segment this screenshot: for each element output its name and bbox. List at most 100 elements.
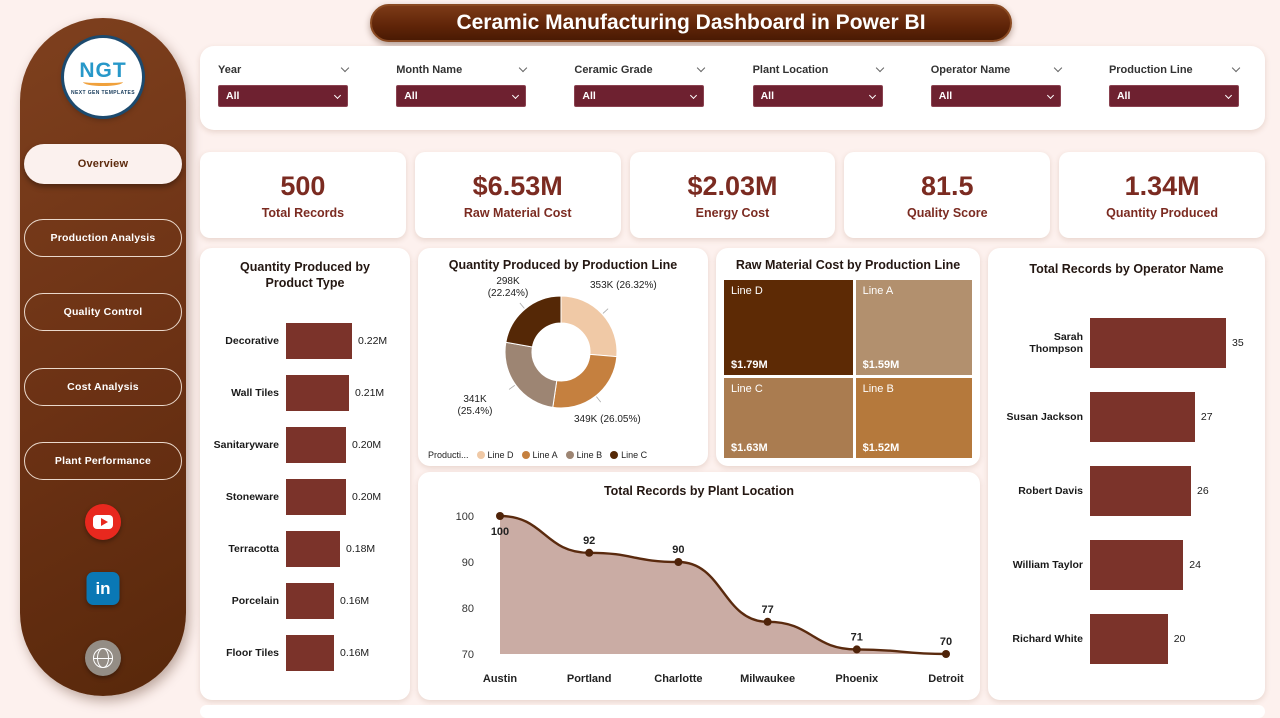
- bar-robert-davis[interactable]: [1090, 466, 1192, 516]
- chart-title: Quantity Produced by Production Line: [448, 258, 678, 272]
- chevron-down-icon[interactable]: [1224, 91, 1232, 99]
- data-point-charlotte[interactable]: [674, 558, 683, 566]
- donut-chart: 353K (26.32%) 349K (26.05%) 341K (25.4%) 29…: [418, 276, 708, 426]
- chevron-down-icon[interactable]: [868, 91, 876, 99]
- bar-decorative[interactable]: [286, 323, 352, 360]
- filter-dropdown-ceramic-grade[interactable]: All: [574, 85, 705, 107]
- donut-slice-line-d[interactable]: [560, 295, 618, 358]
- chevron-down-icon[interactable]: [518, 63, 528, 73]
- donut-label-line-a: 349K (26.05%): [574, 414, 641, 425]
- data-point-portland[interactable]: [585, 548, 594, 557]
- chevron-down-icon[interactable]: [697, 63, 706, 73]
- filter-value: All: [1116, 90, 1131, 102]
- donut-label-line-b: 341K (25.4%): [457, 394, 493, 417]
- sidebar-item-plant-performance[interactable]: Plant Performance: [24, 442, 182, 480]
- x-axis-label: Portland: [567, 673, 612, 685]
- chevron-down-icon[interactable]: [333, 91, 342, 99]
- bar-floor-tiles[interactable]: [286, 635, 334, 672]
- chevron-down-icon[interactable]: [690, 91, 698, 99]
- youtube-icon[interactable]: [85, 504, 121, 540]
- legend-dot: [610, 451, 619, 459]
- bar-row: Sanitaryware 0.20M: [208, 419, 402, 471]
- bar-stoneware[interactable]: [286, 479, 346, 516]
- sidebar-item-label: Production Analysis: [50, 231, 156, 244]
- donut-slice-line-c[interactable]: [505, 295, 562, 348]
- data-point-phoenix[interactable]: [852, 645, 861, 654]
- treemap-label: Line B: [862, 382, 894, 395]
- value-label: 0.20M: [352, 439, 382, 452]
- bar-william-taylor[interactable]: [1090, 540, 1184, 590]
- filter-operator-name: Operator Name All: [930, 62, 1062, 130]
- chart-title: Total Records by Plant Location: [603, 484, 795, 498]
- value-label: 0.18M: [346, 543, 376, 556]
- data-label: 90: [672, 544, 684, 556]
- kpi-label: Quantity Produced: [1106, 205, 1218, 220]
- bar-row: William Taylor 24: [998, 528, 1255, 602]
- area-chart: 100 90 80 70 100 Austin 92 Portland 90 Charlotte 7…: [456, 511, 964, 685]
- linkedin-icon[interactable]: in: [86, 572, 120, 605]
- treemap-cell-line-a[interactable]: Line A $1.59M: [855, 280, 972, 375]
- globe-icon[interactable]: [85, 640, 121, 676]
- donut-slice-line-b[interactable]: [504, 341, 558, 408]
- sidebar-item-cost-analysis[interactable]: Cost Analysis: [24, 367, 182, 406]
- chevron-down-icon[interactable]: [340, 63, 350, 73]
- bar-terracotta[interactable]: [286, 531, 340, 568]
- data-label: 70: [940, 636, 952, 648]
- bar-wall-tiles[interactable]: [286, 375, 349, 412]
- legend-item-line-b[interactable]: Line B: [565, 450, 602, 460]
- category-label: William Taylor: [1012, 559, 1083, 571]
- kpi-row: 500 Total Records $6.53M Raw Material Cost $…: [200, 152, 1265, 238]
- filter-label: Ceramic Grade: [574, 63, 653, 76]
- data-point-detroit[interactable]: [942, 650, 950, 658]
- kpi-value: $6.53M: [472, 170, 563, 201]
- chevron-down-icon[interactable]: [512, 91, 520, 99]
- category-label: Wall Tiles: [231, 387, 279, 400]
- legend-item-line-a[interactable]: Line A: [521, 450, 558, 460]
- bar-sanitaryware[interactable]: [286, 427, 346, 464]
- filter-label: Year: [218, 63, 242, 76]
- y-tick-label: 70: [462, 649, 474, 661]
- kpi-label: Total Records: [261, 205, 345, 220]
- chevron-down-icon[interactable]: [1046, 91, 1054, 99]
- legend-item-line-d[interactable]: Line D: [476, 450, 514, 460]
- donut-label-line-d: 353K (26.32%): [590, 280, 657, 291]
- chevron-down-icon[interactable]: [1231, 63, 1241, 73]
- filter-dropdown-operator-name[interactable]: All: [930, 85, 1061, 107]
- filter-plant-location: Plant Location All: [752, 62, 884, 130]
- chevron-down-icon[interactable]: [1053, 63, 1062, 73]
- bar-sarah-thompson[interactable]: [1090, 318, 1226, 368]
- sidebar-item-production-analysis[interactable]: Production Analysis: [24, 218, 182, 257]
- filter-dropdown-month-name[interactable]: All: [396, 85, 527, 107]
- treemap-label: Line C: [731, 382, 763, 395]
- chart-quantity-by-production-line: Quantity Produced by Production Line 353…: [418, 248, 708, 466]
- filter-header: Plant Location: [753, 62, 884, 77]
- treemap-cell-line-b[interactable]: Line B $1.52M: [855, 377, 972, 458]
- data-point-milwaukee[interactable]: [763, 617, 772, 626]
- y-tick-label: 80: [462, 603, 474, 615]
- value-label: 35: [1232, 337, 1244, 349]
- sidebar-item-quality-control[interactable]: Quality Control: [24, 293, 182, 331]
- filter-dropdown-plant-location[interactable]: All: [752, 85, 883, 107]
- bar-row: Porcelain 0.16M: [208, 575, 402, 627]
- value-label: 20: [1173, 633, 1186, 645]
- filter-dropdown-production-line[interactable]: All: [1108, 85, 1239, 107]
- bar-porcelain[interactable]: [286, 583, 334, 620]
- chevron-down-icon[interactable]: [875, 63, 884, 73]
- legend-item-line-c[interactable]: Line C: [610, 450, 647, 460]
- bar-richard-white[interactable]: [1090, 614, 1168, 664]
- treemap-label: Line A: [862, 285, 894, 297]
- bar-row: Terracotta 0.18M: [208, 523, 402, 575]
- data-point-austin[interactable]: [496, 512, 504, 520]
- logo-subtext: NEXT GEN TEMPLATES: [70, 89, 136, 96]
- bar-susan-jackson[interactable]: [1090, 392, 1195, 442]
- treemap-cell-line-c[interactable]: Line C $1.63M: [724, 377, 853, 458]
- bar-chart-operator: Sarah Thompson 35 Susan Jackson 27 Robert Da…: [998, 306, 1255, 676]
- donut-slice-line-a[interactable]: [552, 353, 618, 409]
- legend-label: Line C: [621, 450, 648, 460]
- filter-header: Ceramic Grade: [574, 62, 706, 77]
- treemap: Line D $1.79M Line A $1.59M Line C $1.63M Line…: [724, 280, 972, 458]
- treemap-cell-line-d[interactable]: Line D $1.79M: [724, 280, 853, 375]
- filter-year: Year All: [218, 62, 350, 130]
- sidebar-item-overview[interactable]: Overview: [24, 144, 182, 184]
- filter-dropdown-year[interactable]: All: [218, 85, 348, 107]
